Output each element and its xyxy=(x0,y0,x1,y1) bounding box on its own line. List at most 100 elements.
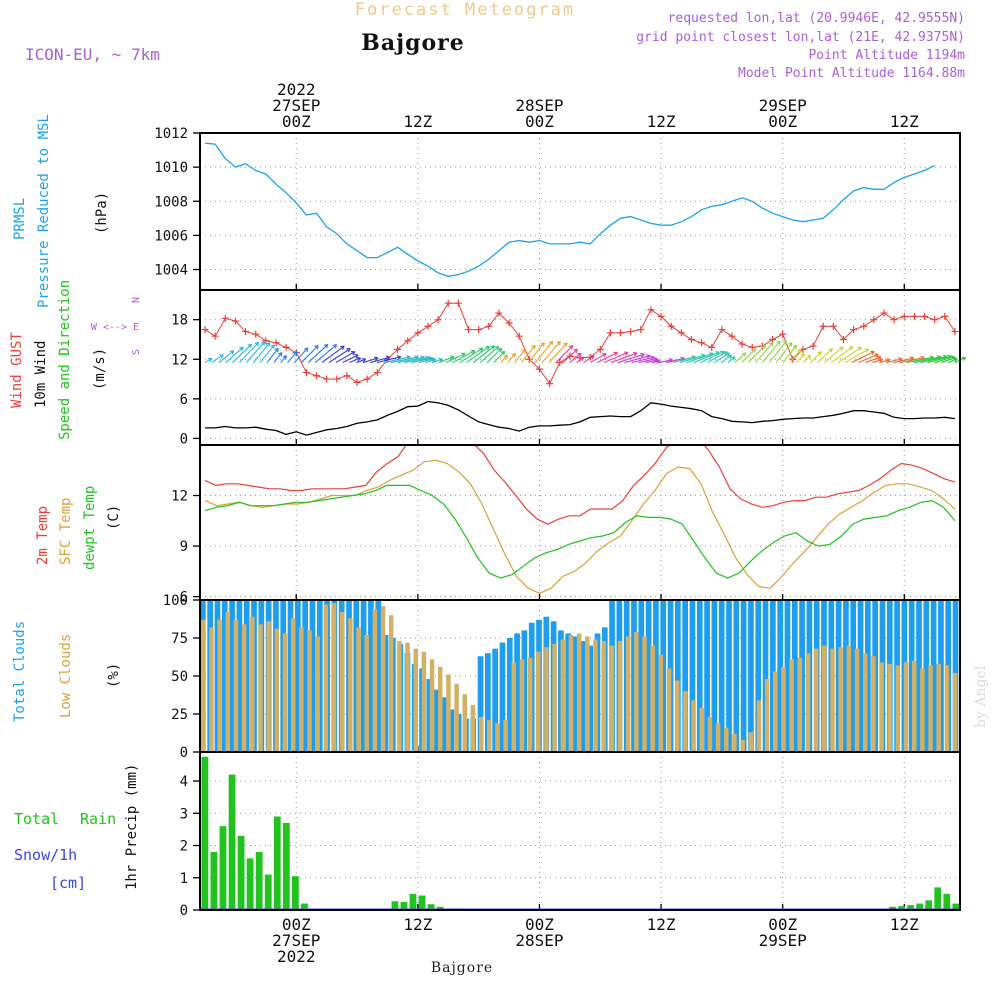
wind-arrowhead-13 xyxy=(303,347,309,352)
total-cloud-bar-4 xyxy=(229,600,235,752)
ytick-label-precip-4: 4 xyxy=(180,774,188,790)
wind-arrowhead-34 xyxy=(450,355,455,360)
ytick-label-temperature-2: 12 xyxy=(171,489,188,505)
rain-bar-79 xyxy=(916,903,924,910)
total-cloud-bar-43 xyxy=(514,633,520,752)
low-cloud-bar-81 xyxy=(862,653,868,752)
pressure-line xyxy=(205,142,935,277)
wind-arrowhead-90 xyxy=(839,346,844,351)
wind-arrowhead-89 xyxy=(828,348,834,353)
total-cloud-bar-75 xyxy=(748,600,754,752)
wind-arrow-2 xyxy=(218,350,235,363)
low-cloud-bar-83 xyxy=(879,662,884,752)
low-cloud-bar-71 xyxy=(781,666,786,752)
total-cloud-bar-59 xyxy=(631,600,637,752)
total-cloud-bar-73 xyxy=(733,600,740,752)
total-cloud-bar-23 xyxy=(368,600,374,752)
low-cloud-bar-78 xyxy=(838,647,843,752)
point-altitude: Point Altitude 1194m xyxy=(808,48,965,63)
gust-marker-15 xyxy=(353,378,361,386)
wind-arrowhead-83 xyxy=(788,342,793,347)
precip-rain-label: Rain xyxy=(80,810,116,828)
low-cloud-bar-89 xyxy=(928,665,933,752)
low-cloud-bar-82 xyxy=(871,656,876,752)
panel-temperature: 6 9 12 xyxy=(171,445,960,606)
ytick-label-precip-2: 2 xyxy=(180,839,188,855)
model-label: ICON-EU, ~ 7km xyxy=(25,45,160,64)
wind-arrow-69 xyxy=(679,354,706,364)
bottom-axis-label-4-1: 29SEP xyxy=(759,931,807,950)
total-cloud-bar-24 xyxy=(375,600,382,752)
wind-arrow-73 xyxy=(707,351,728,364)
rain-bar-10 xyxy=(291,876,299,910)
wind-arrowhead-53 xyxy=(576,352,582,358)
ytick-label-wind-2: 12 xyxy=(171,352,188,368)
wind-arrowhead-85 xyxy=(796,348,802,354)
wind-arrow-96 xyxy=(865,356,882,364)
wind-arrow-1 xyxy=(211,354,224,364)
gust-marker-70 xyxy=(910,312,918,320)
wind-arrowhead-35 xyxy=(461,352,466,358)
wind-arrowhead-7 xyxy=(265,342,271,347)
dewpt-line xyxy=(204,484,956,579)
low-cloud-bar-5 xyxy=(241,624,247,752)
low-cloud-bar-14 xyxy=(315,636,320,752)
gust-marker-39 xyxy=(596,345,604,353)
gust-marker-33 xyxy=(535,365,543,373)
rain-bar-76 xyxy=(889,906,896,910)
total-cloud-bar-71 xyxy=(718,600,725,752)
low-cloud-bar-53 xyxy=(634,631,639,752)
wind-arrow-91 xyxy=(830,346,854,363)
top-axis-label-0-0: 2022 xyxy=(277,80,316,99)
gust-marker-16 xyxy=(363,375,371,383)
top-axis-label-2-1: 00Z xyxy=(525,112,554,131)
gust-marker-50 xyxy=(708,343,716,351)
wind-arrowhead-46 xyxy=(531,344,536,350)
wind-arrow-18 xyxy=(328,348,351,364)
wind-arrow-9 xyxy=(266,348,279,363)
dewpt-label: dewpt Temp xyxy=(82,486,98,570)
wind-arrow-68 xyxy=(672,356,696,364)
rain-bar-82 xyxy=(943,893,951,910)
wind-arrow-75 xyxy=(720,354,732,364)
wind-arrow-54 xyxy=(576,356,585,363)
precip-total-label: Total xyxy=(14,810,59,828)
wind-arrow-53 xyxy=(569,352,582,363)
rain-bar-3 xyxy=(228,774,236,910)
total-cloud-bar-72 xyxy=(726,600,732,752)
low-cloud-bar-21 xyxy=(372,609,378,752)
wind-arrowhead-6 xyxy=(260,341,266,346)
low-cloud-bar-23 xyxy=(388,615,394,752)
temp2m-line xyxy=(204,445,956,525)
wind-arrowhead-15 xyxy=(323,343,329,349)
gust-marker-43 xyxy=(637,326,645,334)
total-cloud-bar-66 xyxy=(682,600,689,752)
gust-marker-29 xyxy=(495,309,503,317)
gust-marker-27 xyxy=(475,326,483,334)
total-cloud-bar-76 xyxy=(755,600,762,752)
total-cloud-bar-69 xyxy=(704,600,710,752)
gust-marker-68 xyxy=(890,316,898,324)
wind-arrowhead-60 xyxy=(640,352,645,358)
gust-marker-14 xyxy=(343,372,351,380)
low-cloud-bar-91 xyxy=(944,665,950,752)
product-title: Forecast Meteogram xyxy=(355,0,575,20)
total-cloud-bar-41 xyxy=(499,642,506,752)
wind-arrowhead-43 xyxy=(503,354,508,360)
gust-label: Wind GUST xyxy=(9,332,25,408)
low-cloud-bar-48 xyxy=(593,639,598,752)
gust-marker-35 xyxy=(556,359,564,367)
panel-clouds: 0 25 50 75 100 xyxy=(163,593,960,761)
total-cloud-bar-40 xyxy=(492,648,499,752)
wind-arrow-108 xyxy=(947,358,958,364)
low-cloud-bar-7 xyxy=(258,624,263,752)
total-cloud-bar-67 xyxy=(689,600,696,752)
wind-arrow-8 xyxy=(259,344,275,363)
wind-arrow-0 xyxy=(204,357,213,364)
low-cloud-bar-39 xyxy=(519,659,525,752)
wind-arrow-71 xyxy=(693,351,720,364)
low-cloud-bar-11 xyxy=(290,618,296,752)
wind-arrow-22 xyxy=(356,358,366,364)
gust-marker-34 xyxy=(546,380,554,388)
